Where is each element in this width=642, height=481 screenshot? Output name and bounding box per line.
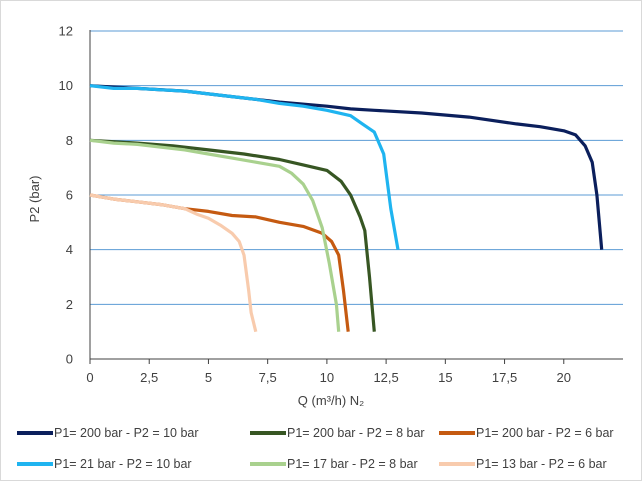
legend-item-2: P1= 200 bar - P2 = 8 bar (250, 426, 425, 440)
legend-label: P1= 200 bar - P2 = 10 bar (54, 426, 199, 440)
series-line-4 (89, 84, 400, 250)
x-tick-label: 15 (438, 370, 452, 385)
axis-layer: 0 2 4 6 8 10 12 0 2,5 5 7,5 10 12,5 15 17,5 20 (59, 24, 623, 385)
x-axis-title: Q (m³/h) N₂ (298, 393, 364, 408)
y-tick-label: 0 (66, 352, 73, 367)
x-tick-label: 20 (557, 370, 571, 385)
legend-label: P1= 200 bar - P2 = 8 bar (287, 426, 425, 440)
legend-item-5: P1= 17 bar - P2 = 8 bar (250, 457, 418, 471)
legend-label: P1= 21 bar - P2 = 10 bar (54, 457, 192, 471)
legend-item-1: P1= 200 bar - P2 = 10 bar (17, 426, 199, 440)
legend-item-3: P1= 200 bar - P2 = 6 bar (439, 426, 614, 440)
series-layer (89, 84, 604, 333)
legend-item-6: P1= 13 bar - P2 = 6 bar (439, 457, 607, 471)
y-tick-label: 12 (59, 24, 73, 39)
x-tick-label: 0 (86, 370, 93, 385)
y-axis-title: P2 (bar) (27, 176, 42, 223)
legend-layer: P1= 200 bar - P2 = 10 bar P1= 200 bar - P… (17, 426, 614, 471)
series-line-6 (89, 193, 258, 333)
x-tick-label: 12,5 (373, 370, 398, 385)
legend-item-4: P1= 21 bar - P2 = 10 bar (17, 457, 192, 471)
y-tick-label: 2 (66, 297, 73, 312)
series-line-1 (89, 84, 604, 250)
legend-label: P1= 13 bar - P2 = 6 bar (476, 457, 607, 471)
grid-layer (90, 30, 623, 305)
series-line-5 (89, 138, 341, 332)
x-tick-label: 10 (320, 370, 334, 385)
x-tick-label: 2,5 (140, 370, 158, 385)
series-line-3 (89, 193, 350, 332)
series-line-2 (89, 138, 376, 332)
x-tick-label: 17,5 (492, 370, 517, 385)
legend-label: P1= 200 bar - P2 = 6 bar (476, 426, 614, 440)
legend-label: P1= 17 bar - P2 = 8 bar (287, 457, 418, 471)
y-tick-label: 8 (66, 133, 73, 148)
y-tick-label: 10 (59, 78, 73, 93)
y-tick-label: 4 (66, 242, 73, 257)
x-tick-label: 7,5 (259, 370, 277, 385)
y-tick-label: 6 (66, 188, 73, 203)
x-tick-label: 5 (205, 370, 212, 385)
